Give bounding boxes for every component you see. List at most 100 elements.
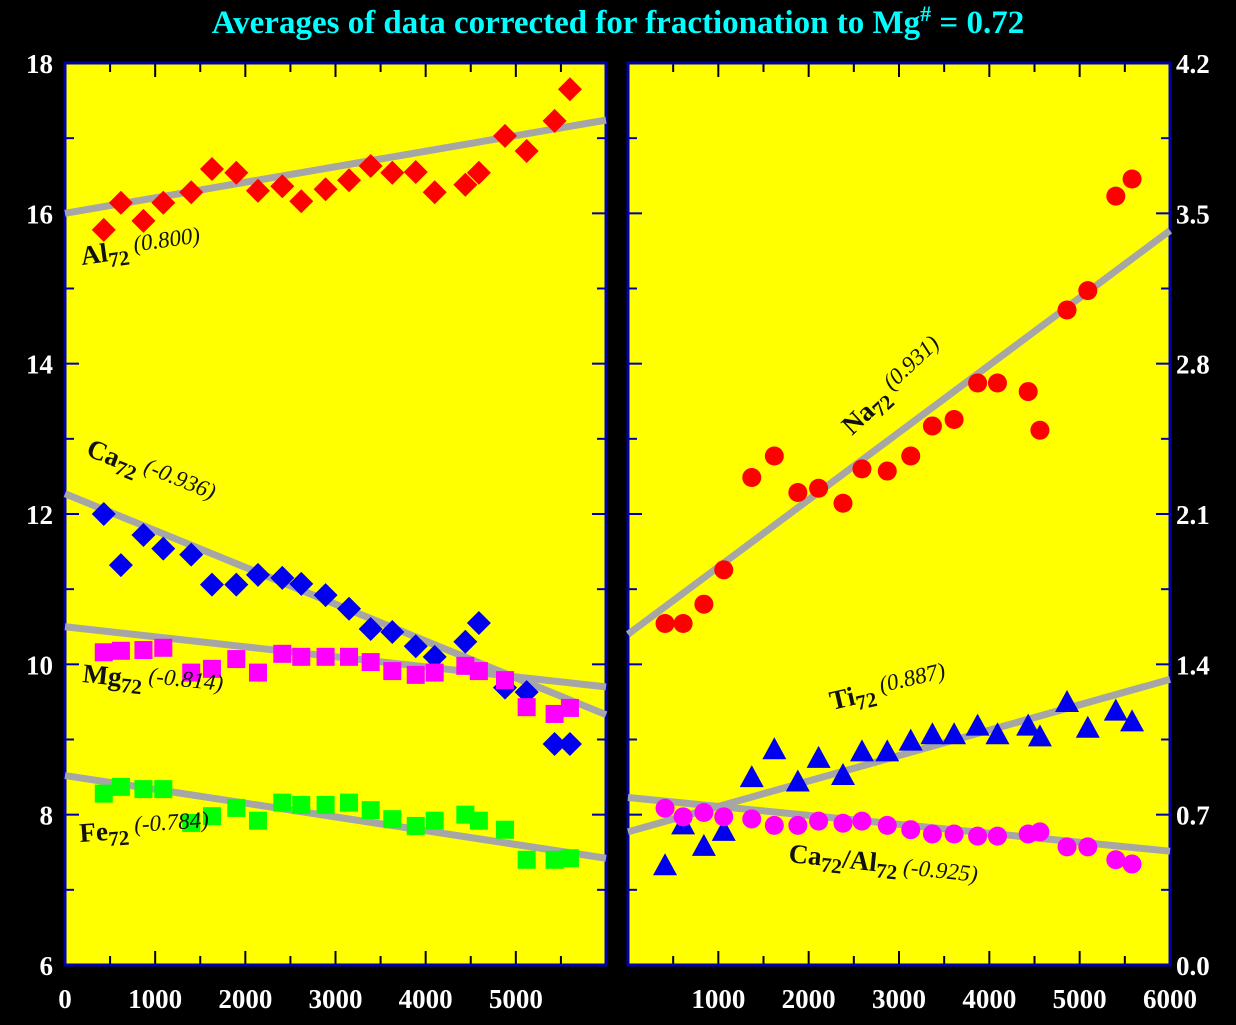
y-tick-label: 0.7 bbox=[1176, 801, 1210, 831]
data-point bbox=[316, 795, 335, 814]
data-point bbox=[1122, 169, 1142, 189]
y-tick-label: 10 bbox=[26, 650, 53, 680]
series-ca72-al72 bbox=[655, 798, 1142, 874]
data-point bbox=[1078, 837, 1098, 857]
data-point bbox=[542, 108, 567, 133]
data-point bbox=[453, 629, 478, 654]
data-point bbox=[742, 467, 762, 487]
data-point bbox=[108, 553, 133, 578]
right-plot-area bbox=[628, 63, 1170, 965]
data-point bbox=[273, 793, 292, 812]
data-point bbox=[785, 769, 810, 792]
series-ca72 bbox=[91, 502, 582, 757]
data-point bbox=[111, 641, 130, 660]
data-point bbox=[852, 811, 872, 831]
data-point bbox=[466, 160, 491, 185]
data-point bbox=[877, 815, 897, 835]
data-point bbox=[403, 159, 428, 184]
data-point bbox=[292, 795, 311, 814]
data-point bbox=[764, 815, 784, 835]
data-point bbox=[456, 656, 475, 675]
data-point bbox=[1016, 713, 1041, 736]
data-point bbox=[653, 853, 678, 876]
data-point bbox=[224, 572, 249, 597]
data-point bbox=[199, 572, 224, 597]
data-point bbox=[94, 784, 113, 803]
data-point bbox=[151, 190, 176, 215]
data-point bbox=[406, 665, 425, 684]
data-point bbox=[987, 373, 1007, 393]
data-point bbox=[1106, 850, 1126, 870]
data-point bbox=[380, 160, 405, 185]
data-point bbox=[313, 583, 338, 608]
y-tick-label: 14 bbox=[26, 350, 53, 380]
data-point bbox=[742, 809, 762, 829]
data-point bbox=[694, 594, 714, 614]
data-point bbox=[557, 732, 582, 757]
data-point bbox=[361, 801, 380, 820]
data-point bbox=[182, 663, 201, 682]
data-point bbox=[514, 680, 539, 705]
data-point bbox=[806, 745, 831, 768]
y-tick-label: 2.1 bbox=[1176, 500, 1210, 530]
x-tick-label: 6000 bbox=[1143, 984, 1197, 1014]
data-point bbox=[809, 478, 829, 498]
data-point bbox=[422, 644, 447, 669]
data-point bbox=[131, 208, 156, 233]
data-point bbox=[406, 816, 425, 835]
data-point bbox=[248, 811, 267, 830]
data-point bbox=[179, 180, 204, 205]
data-point bbox=[403, 634, 428, 659]
data-point bbox=[711, 818, 736, 841]
data-point bbox=[91, 217, 116, 242]
data-point bbox=[1122, 854, 1142, 874]
data-point bbox=[337, 596, 362, 621]
x-tick-label: 4000 bbox=[962, 984, 1016, 1014]
data-point bbox=[361, 653, 380, 672]
data-point bbox=[655, 614, 675, 634]
trend-line-mg72 bbox=[64, 623, 607, 691]
data-point bbox=[560, 698, 579, 717]
data-point bbox=[1030, 822, 1050, 842]
data-point bbox=[901, 446, 921, 466]
data-point bbox=[493, 123, 518, 148]
data-point bbox=[1057, 300, 1077, 320]
series-label-fe72: Fe72 (-0.784) bbox=[78, 807, 210, 853]
x-tick-label: 5000 bbox=[489, 984, 543, 1014]
data-point bbox=[762, 737, 787, 760]
data-point bbox=[496, 820, 515, 839]
data-point bbox=[248, 663, 267, 682]
data-point bbox=[224, 160, 249, 185]
data-point bbox=[292, 647, 311, 666]
data-point bbox=[134, 780, 153, 799]
data-point bbox=[1055, 689, 1080, 712]
data-point bbox=[944, 824, 964, 844]
data-point bbox=[453, 172, 478, 197]
data-point bbox=[151, 536, 176, 561]
data-point bbox=[1027, 724, 1052, 747]
data-point bbox=[316, 647, 335, 666]
x-tick-label: 1000 bbox=[128, 984, 182, 1014]
data-point bbox=[849, 739, 874, 762]
data-point bbox=[111, 777, 130, 796]
data-point bbox=[764, 446, 784, 466]
data-point bbox=[673, 807, 693, 827]
data-point bbox=[273, 644, 292, 663]
data-point bbox=[545, 850, 564, 869]
y-tick-label: 0.0 bbox=[1176, 951, 1210, 981]
data-point bbox=[877, 461, 897, 481]
data-point bbox=[154, 638, 173, 657]
x-tick-label: 5000 bbox=[1053, 984, 1107, 1014]
data-point bbox=[245, 562, 270, 587]
data-point bbox=[545, 704, 564, 723]
series-al72 bbox=[91, 77, 582, 242]
data-point bbox=[422, 180, 447, 205]
series-ti72 bbox=[653, 689, 1145, 876]
data-point bbox=[91, 502, 116, 526]
data-point bbox=[179, 542, 204, 567]
data-point bbox=[383, 662, 402, 681]
data-point bbox=[227, 650, 246, 669]
data-point bbox=[134, 641, 153, 660]
